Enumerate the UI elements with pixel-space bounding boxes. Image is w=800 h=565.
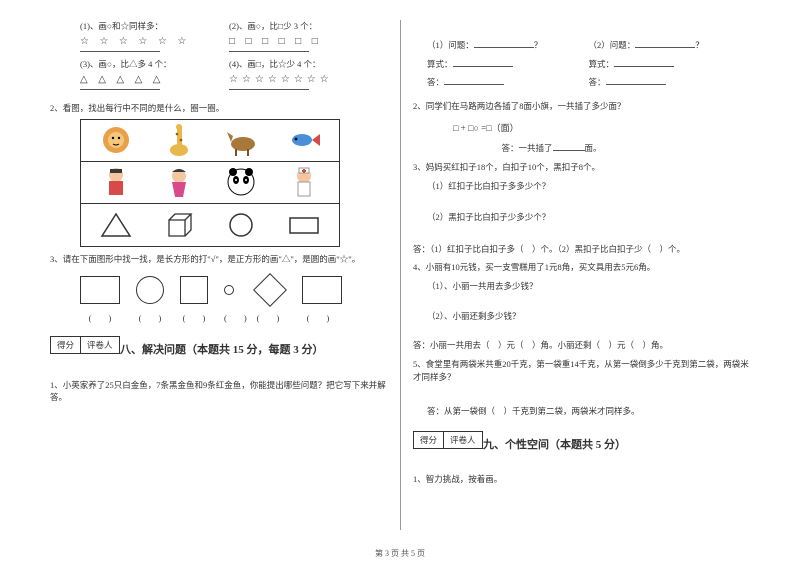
q3-2: （2）黑扣子比白扣子少多少个？ [413,211,750,225]
q3-1: （1）红扣子比白扣子多多少个？ [413,180,750,194]
q4-1: （1）、小丽一共用去多少钱？ [413,280,750,294]
q1c-shapes: △ △ △ △ △ [80,74,229,85]
q2-formula: □ + □○ =□（面） [413,121,750,134]
table-row-shapes [81,204,339,246]
cell-2: (2)、画○，比□少 3 个： □ □ □ □ □ □ [229,20,378,52]
blank-line [635,39,695,48]
odd-one-out-table [80,119,340,247]
girl-icon [159,164,199,200]
q3-shapes-row [80,274,388,306]
alg-label: 算式： [427,59,453,69]
table-row-people [81,162,339,204]
circle-icon [221,210,261,240]
q-label: （1）问题： [427,40,474,50]
ans-suffix: 面。 [585,143,602,153]
blank-line [453,58,513,67]
paren: ( ) [298,312,338,324]
answer-line [80,89,160,90]
paren: ( ) [80,312,120,324]
paren: ( ) [224,312,238,324]
giraffe-icon [159,122,199,158]
rectangle-icon [284,210,324,240]
q3-text: 3、妈妈买红扣子18个，白扣子10个，黑扣子8个。 [413,161,750,175]
fish-icon [284,122,324,158]
q-label: （2）问题： [589,40,636,50]
boy-icon [96,164,136,200]
answer-line [229,89,309,90]
table-row-animals [81,120,339,162]
shape-drawing-grid: (1)、画○和☆同样多： ☆ ☆ ☆ ☆ ☆ ☆ (2)、画○，比□少 3 个：… [50,20,388,96]
exam-page: (1)、画○和☆同样多： ☆ ☆ ☆ ☆ ☆ ☆ (2)、画○，比□少 3 个：… [0,0,800,565]
circle-shape [136,276,164,304]
q1b-title: (2)、画○，比□少 3 个： [229,20,378,32]
q1d-title: (4)、画□，比☆少 4 个： [229,58,378,70]
triangle-icon [96,210,136,240]
blank-line [606,76,666,85]
q2-text: 2、看图，找出每行中不同的是什么，圈一圈。 [50,102,388,115]
blank-line [474,39,534,48]
rect-shape [80,276,120,304]
left-column: (1)、画○和☆同样多： ☆ ☆ ☆ ☆ ☆ ☆ (2)、画○，比□少 3 个：… [50,20,400,530]
q1a-shapes: ☆ ☆ ☆ ☆ ☆ ☆ [80,36,229,47]
page-footer: 第 3 页 共 5 页 [0,548,800,559]
q2-answer: 答：一共插了 面。 [413,142,750,156]
blank-line [444,76,504,85]
horse-icon [221,122,261,158]
blank-line [553,142,585,151]
q4-2: （2）、小丽还剩多少钱？ [413,310,750,324]
panda-icon [221,164,261,200]
q1d-shapes: ☆☆☆☆☆☆☆☆ [229,74,378,85]
q1a-title: (1)、画○和☆同样多： [80,20,229,32]
rect-shape-2 [302,276,342,304]
paren: ( ) [136,312,164,324]
grader-label: 评卷人 [80,336,120,354]
q4-ans: 答：小丽一共用去（ ）元（ ）角。小丽还剩（ ）元（ ）角。 [413,339,750,353]
lion-icon [96,122,136,158]
square-shape [180,276,208,304]
q3-ans: 答：（1）红扣子比白扣子多（ ）个。（2）黑扣子比白扣子少（ ）个。 [413,243,750,257]
two-column-layout: (1)、画○和☆同样多： ☆ ☆ ☆ ☆ ☆ ☆ (2)、画○，比□少 3 个：… [50,20,750,530]
diamond-shape [253,273,287,307]
ans-prefix: 答：一共插了 [501,143,552,153]
problem-1-fields: （1）问题： ？ 算式： 答： （2）问题： ？ 算式： 答： [413,34,750,95]
ans-label: 答： [589,77,606,87]
grader-label: 评卷人 [443,431,483,449]
paren: ( ) [254,312,282,324]
q2-text: 2、同学们在马路两边各插了8面小旗，一共插了多少面？ [413,100,750,114]
alg-label: 算式： [589,59,615,69]
ans-label: 答： [427,77,444,87]
section-8-title: 八、解决问题（本题共 15 分，每题 3 分） [120,341,388,357]
answer-line [229,51,309,52]
paren: ( ) [180,312,208,324]
q3-parens-row: ( ) ( ) ( ) ( ) ( ) ( ) [80,312,388,324]
small-circle-shape [224,276,238,304]
q5-text: 5、食堂里有两袋米共重20千克，第一袋重14千克，从第一袋倒多少千克到第二袋，两… [413,358,750,385]
section-9-title: 九、个性空间（本题共 5 分） [483,436,750,452]
cell-1: (1)、画○和☆同样多： ☆ ☆ ☆ ☆ ☆ ☆ [80,20,229,52]
q4-text: 4、小丽有10元钱，买一支雪糕用了1元8角，买文具用去5元6角。 [413,261,750,275]
score-label: 得分 [413,431,443,449]
qmark: ？ [695,40,704,50]
score-label: 得分 [50,336,80,354]
right-column: （1）问题： ？ 算式： 答： （2）问题： ？ 算式： 答： 2、同学们在马路两边… [400,20,750,530]
cube-icon [159,210,199,240]
cell-3: (3)、画○，比△多 4 个： △ △ △ △ △ [80,58,229,90]
cell-4: (4)、画□，比☆少 4 个： ☆☆☆☆☆☆☆☆ [229,58,378,90]
q1b-shapes: □ □ □ □ □ □ [229,36,378,47]
answer-line [80,51,160,52]
nurse-icon [284,164,324,200]
q1c-title: (3)、画○，比△多 4 个： [80,58,229,70]
qmark: ？ [534,40,543,50]
q3-text: 3、请在下面图形中找一找，是长方形的打"√"，是正方形的画"△"，是圆的画"☆"… [50,253,388,266]
blank-line [614,58,674,67]
q5-ans: 答：从第一袋倒（ ）千克到第二袋，两袋米才同样多。 [413,405,750,419]
q8-1-text: 1、小英家养了25只白金鱼，7条黑金鱼和9条红金鱼，你能提出哪些问题？把它写下来… [50,379,388,405]
q9-1-text: 1、智力挑战，按着画。 [413,473,750,487]
